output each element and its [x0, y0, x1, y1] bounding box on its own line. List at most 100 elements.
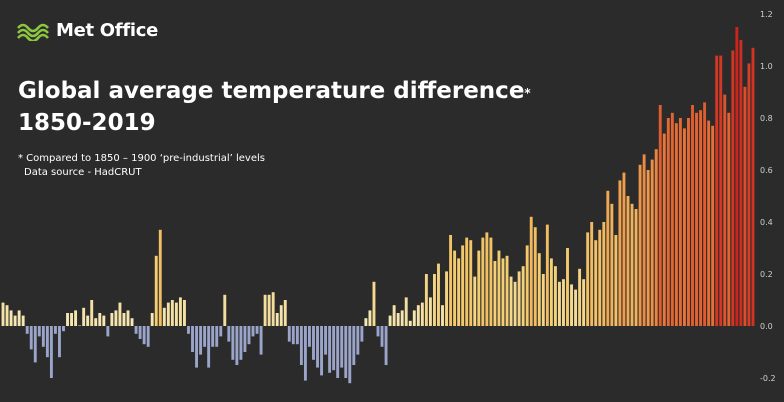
bar-2004 [622, 172, 626, 326]
bar-1910 [243, 326, 247, 352]
bar-1977 [513, 281, 517, 326]
bar-1974 [501, 258, 505, 326]
bar-2034 [743, 86, 747, 326]
bar-1950 [404, 297, 408, 326]
bar-1984 [541, 274, 545, 326]
bar-1939 [360, 326, 364, 342]
bar-1864 [58, 326, 61, 358]
bar-2030 [727, 112, 731, 326]
bar-1994 [582, 279, 586, 326]
bar-1888 [154, 255, 158, 326]
bar-1909 [239, 326, 243, 360]
bar-1971 [489, 237, 493, 326]
bar-1965 [465, 237, 469, 326]
bar-2008 [638, 164, 642, 326]
bar-1881 [126, 310, 130, 326]
y-tick-label: 1.2 [760, 10, 773, 19]
bar-1850 [1, 302, 5, 326]
bar-2007 [634, 209, 638, 326]
bar-1889 [158, 229, 162, 326]
bar-1893 [174, 302, 178, 326]
bar-1991 [570, 284, 573, 326]
brand-name: Met Office [56, 20, 159, 41]
bar-1890 [162, 307, 166, 326]
title-asterisk: * [524, 86, 531, 100]
bar-1905 [223, 294, 227, 326]
bar-1964 [461, 245, 465, 326]
bar-1879 [118, 302, 122, 326]
bar-2018 [678, 118, 682, 326]
bar-2015 [666, 118, 670, 326]
bar-1987 [553, 266, 557, 326]
bar-1932 [332, 326, 336, 371]
bar-1925 [303, 326, 307, 381]
y-tick-label: 0.0 [760, 322, 773, 331]
bar-2025 [707, 120, 711, 326]
bar-1927 [312, 326, 315, 360]
bar-1937 [352, 326, 356, 365]
bar-1899 [199, 326, 203, 355]
bar-1904 [219, 326, 223, 337]
bar-1983 [537, 253, 541, 326]
bar-1903 [215, 326, 219, 347]
bar-1968 [477, 250, 481, 326]
y-tick-label: 0.4 [760, 218, 773, 227]
bar-1856 [25, 326, 29, 334]
bar-2000 [606, 190, 610, 326]
bar-1960 [445, 271, 448, 326]
bar-1967 [473, 276, 477, 326]
y-tick-label: 1.0 [760, 62, 773, 71]
bar-1986 [549, 258, 553, 326]
bar-1862 [49, 326, 53, 378]
bar-1970 [485, 232, 489, 326]
bar-1934 [340, 326, 344, 368]
bar-1992 [574, 289, 578, 326]
bar-1982 [533, 227, 537, 326]
bar-1885 [142, 326, 146, 345]
chart-notes: * Compared to 1850 – 1900 ‘pre-industria… [18, 152, 265, 180]
bar-1882 [130, 318, 134, 326]
bar-1875 [102, 315, 106, 326]
bar-1852 [9, 310, 13, 326]
bar-1972 [493, 261, 497, 326]
bar-1853 [13, 315, 17, 326]
bar-1976 [509, 276, 513, 326]
bar-1898 [195, 326, 198, 368]
bar-1966 [469, 240, 473, 326]
bar-2013 [658, 105, 662, 326]
bar-1953 [416, 305, 420, 326]
bar-1942 [372, 281, 376, 326]
bar-1935 [344, 326, 348, 378]
y-tick-label: 0.8 [760, 114, 773, 123]
bar-1929 [320, 326, 323, 376]
bar-1921 [287, 326, 291, 342]
bar-1917 [271, 292, 275, 326]
bar-1855 [21, 315, 25, 326]
bar-1947 [392, 305, 396, 326]
bar-1988 [557, 281, 561, 326]
bar-1998 [598, 229, 602, 326]
bar-1996 [590, 222, 594, 326]
bar-2029 [723, 94, 727, 326]
bar-2001 [610, 203, 614, 326]
bar-1892 [170, 300, 174, 326]
bar-2019 [682, 128, 686, 326]
bar-1871 [86, 315, 90, 326]
bar-1916 [267, 294, 271, 326]
bar-1860 [41, 326, 45, 347]
bar-1865 [62, 326, 65, 332]
bar-2033 [739, 40, 743, 326]
bar-1873 [94, 318, 98, 326]
bar-1938 [356, 326, 360, 355]
bar-1979 [521, 266, 525, 326]
y-tick-label: -0.2 [760, 374, 776, 383]
bar-2035 [747, 63, 751, 327]
bar-2031 [731, 50, 735, 327]
bar-1985 [545, 224, 549, 326]
bar-1961 [449, 235, 453, 326]
bar-2026 [711, 125, 715, 326]
bar-1895 [183, 300, 186, 326]
bar-2012 [654, 149, 658, 326]
bar-1943 [376, 326, 380, 337]
bar-1878 [114, 310, 118, 326]
